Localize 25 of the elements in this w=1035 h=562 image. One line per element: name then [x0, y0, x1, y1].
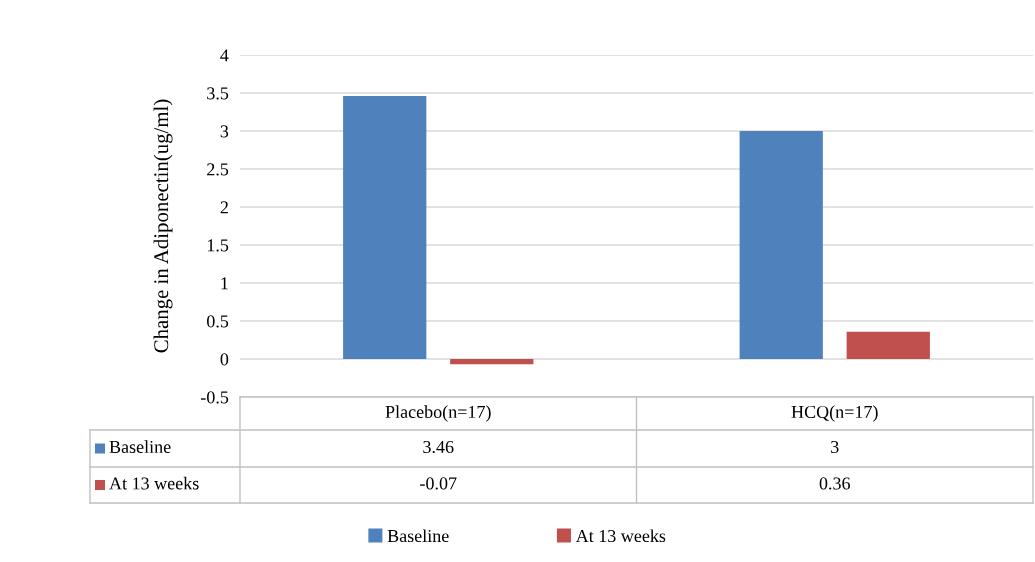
y-axis-title: Change in Adiponectin(ug/ml): [153, 99, 173, 353]
legend-label: Baseline: [387, 529, 449, 543]
x-tick-label: HCQ(n=17): [791, 405, 878, 422]
data-label: 3: [831, 440, 839, 454]
text: Baseline: [109, 440, 171, 454]
y-tick-label: 2.5: [207, 163, 229, 176]
bar: [450, 359, 534, 365]
data-label: -0.07: [420, 477, 457, 490]
bar: [739, 131, 823, 359]
bar: [846, 331, 930, 359]
y-tick-label: 0: [220, 353, 229, 366]
y-tick-label: 1: [221, 277, 228, 290]
data-label: 0.36: [819, 477, 851, 490]
y-tick-label: 4: [220, 49, 229, 62]
bar: [343, 96, 427, 359]
y-tick-label: 0.5: [207, 315, 229, 328]
y-tick-label: 3: [220, 125, 229, 138]
x-tick-label: Placebo(n=17): [385, 405, 491, 422]
text: At 13 weeks: [109, 476, 199, 490]
y-tick-label: -0.5: [200, 391, 229, 404]
legend-label: At 13 weeks: [575, 529, 666, 543]
y-tick-label: 3.5: [207, 87, 229, 100]
y-tick-label: 1.5: [207, 239, 229, 252]
y-tick-label: 2: [220, 201, 228, 214]
data-label: 3.46: [423, 440, 454, 454]
